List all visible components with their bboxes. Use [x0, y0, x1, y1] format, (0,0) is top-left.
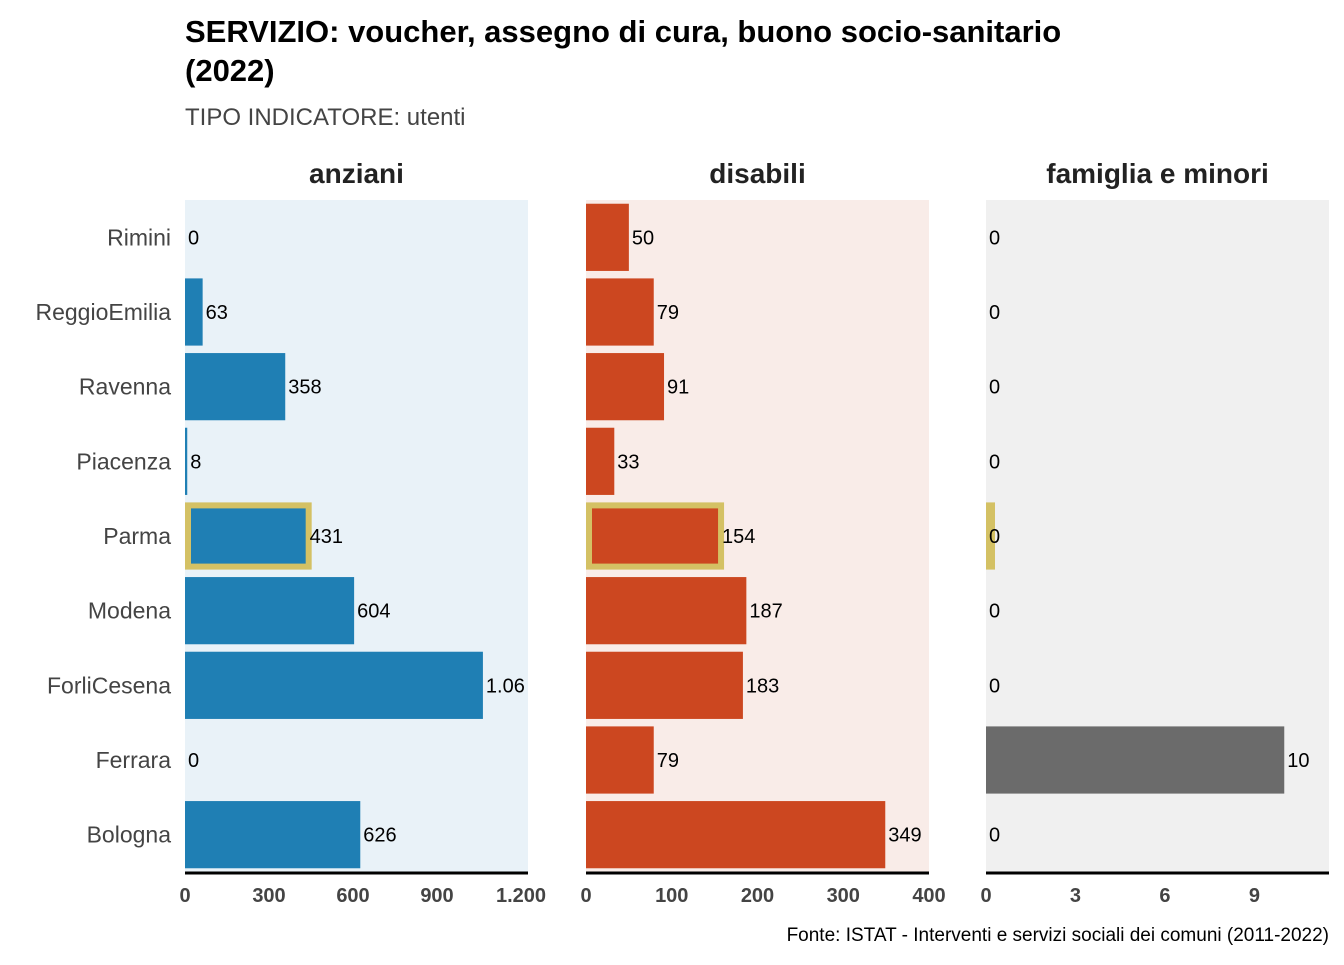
bar-disabili-ferrara	[586, 726, 654, 794]
x-tick-label-famiglia-e-minori: 9	[1249, 885, 1260, 907]
category-label-reggioemilia: ReggioEmilia	[35, 299, 171, 325]
data-label-anziani-forlicesena: 1.06	[486, 675, 525, 697]
data-label-famiglia-e-minori-piacenza: 0	[989, 451, 1000, 473]
category-label-ferrara: Ferrara	[96, 747, 172, 773]
bar-anziani-bologna	[185, 801, 361, 869]
bar-highlight-disabili-parma	[586, 502, 725, 570]
bar-anziani-piacenza	[185, 427, 188, 495]
data-label-famiglia-e-minori-modena: 0	[989, 601, 1000, 623]
bar-disabili-bologna	[586, 801, 886, 869]
data-label-disabili-piacenza: 33	[617, 451, 639, 473]
data-label-famiglia-e-minori-rimini: 0	[989, 227, 1000, 249]
data-label-disabili-rimini: 50	[632, 227, 654, 249]
panel-strip-disabili: disabili	[709, 158, 805, 189]
data-label-famiglia-e-minori-bologna: 0	[989, 825, 1000, 847]
data-label-anziani-ravenna: 358	[288, 377, 321, 399]
x-tick-label-disabili: 400	[912, 885, 945, 907]
panel-strip-famiglia-e-minori: famiglia e minori	[1046, 158, 1269, 189]
bar-disabili-piacenza	[586, 427, 615, 495]
category-label-modena: Modena	[88, 598, 171, 624]
chart-subtitle: TIPO INDICATORE: utenti	[185, 104, 466, 131]
bar-disabili-ravenna	[586, 353, 665, 421]
panel-strip-anziani: anziani	[309, 158, 404, 189]
category-label-bologna: Bologna	[87, 822, 172, 848]
x-tick-label-anziani: 0	[179, 885, 190, 907]
x-tick-label-disabili: 100	[655, 885, 688, 907]
bar-anziani-ravenna	[185, 353, 286, 421]
chart-title-line-2: (2022)	[185, 53, 275, 88]
chart-caption: Fonte: ISTAT - Interventi e servizi soci…	[787, 925, 1329, 946]
data-label-famiglia-e-minori-forlicesena: 0	[989, 675, 1000, 697]
data-label-disabili-modena: 187	[749, 601, 782, 623]
x-tick-label-anziani: 300	[252, 885, 285, 907]
data-label-disabili-bologna: 349	[888, 825, 921, 847]
x-tick-label-anziani: 600	[336, 885, 369, 907]
category-label-rimini: Rimini	[107, 224, 171, 250]
x-tick-label-disabili: 0	[580, 885, 591, 907]
x-tick-label-famiglia-e-minori: 3	[1070, 885, 1081, 907]
x-tick-label-disabili: 300	[827, 885, 860, 907]
bar-anziani-reggioemilia	[185, 278, 203, 346]
category-label-forlicesena: ForliCesena	[47, 672, 171, 698]
x-tick-label-anziani: 1.200	[496, 885, 546, 907]
category-label-piacenza: Piacenza	[76, 448, 171, 474]
data-label-disabili-reggioemilia: 79	[657, 302, 679, 324]
bar-anziani-forlicesena	[185, 651, 483, 719]
category-label-ravenna: Ravenna	[79, 374, 171, 400]
bar-disabili-forlicesena	[586, 651, 743, 719]
data-label-disabili-ravenna: 91	[667, 377, 689, 399]
bar-famiglia-e-minori-ferrara	[986, 726, 1285, 794]
data-label-famiglia-e-minori-ravenna: 0	[989, 377, 1000, 399]
data-label-anziani-parma: 431	[310, 526, 343, 548]
x-tick-label-famiglia-e-minori: 0	[980, 885, 991, 907]
x-tick-label-famiglia-e-minori: 6	[1159, 885, 1170, 907]
data-label-anziani-rimini: 0	[188, 227, 199, 249]
bar-anziani-modena	[185, 577, 355, 645]
data-label-famiglia-e-minori-reggioemilia: 0	[989, 302, 1000, 324]
data-label-disabili-parma: 154	[722, 526, 755, 548]
data-label-disabili-ferrara: 79	[657, 750, 679, 772]
data-label-anziani-modena: 604	[357, 601, 390, 623]
data-label-anziani-reggioemilia: 63	[206, 302, 228, 324]
bar-highlight-anziani-parma	[185, 502, 312, 570]
data-label-disabili-forlicesena: 183	[746, 675, 779, 697]
data-label-famiglia-e-minori-parma: 0	[989, 526, 1000, 548]
bar-disabili-modena	[586, 577, 747, 645]
bar-highlight-famiglia-e-minori-parma	[986, 502, 995, 570]
data-label-famiglia-e-minori-ferrara: 10	[1287, 750, 1309, 772]
chart-title-line-1: SERVIZIO: voucher, assegno di cura, buon…	[185, 14, 1061, 49]
x-tick-label-anziani: 900	[420, 885, 453, 907]
bar-disabili-rimini	[586, 203, 629, 271]
category-label-parma: Parma	[103, 523, 171, 549]
data-label-anziani-piacenza: 8	[190, 451, 201, 473]
x-tick-label-disabili: 200	[741, 885, 774, 907]
data-label-anziani-ferrara: 0	[188, 750, 199, 772]
data-label-anziani-bologna: 626	[363, 825, 396, 847]
bar-disabili-reggioemilia	[586, 278, 654, 346]
